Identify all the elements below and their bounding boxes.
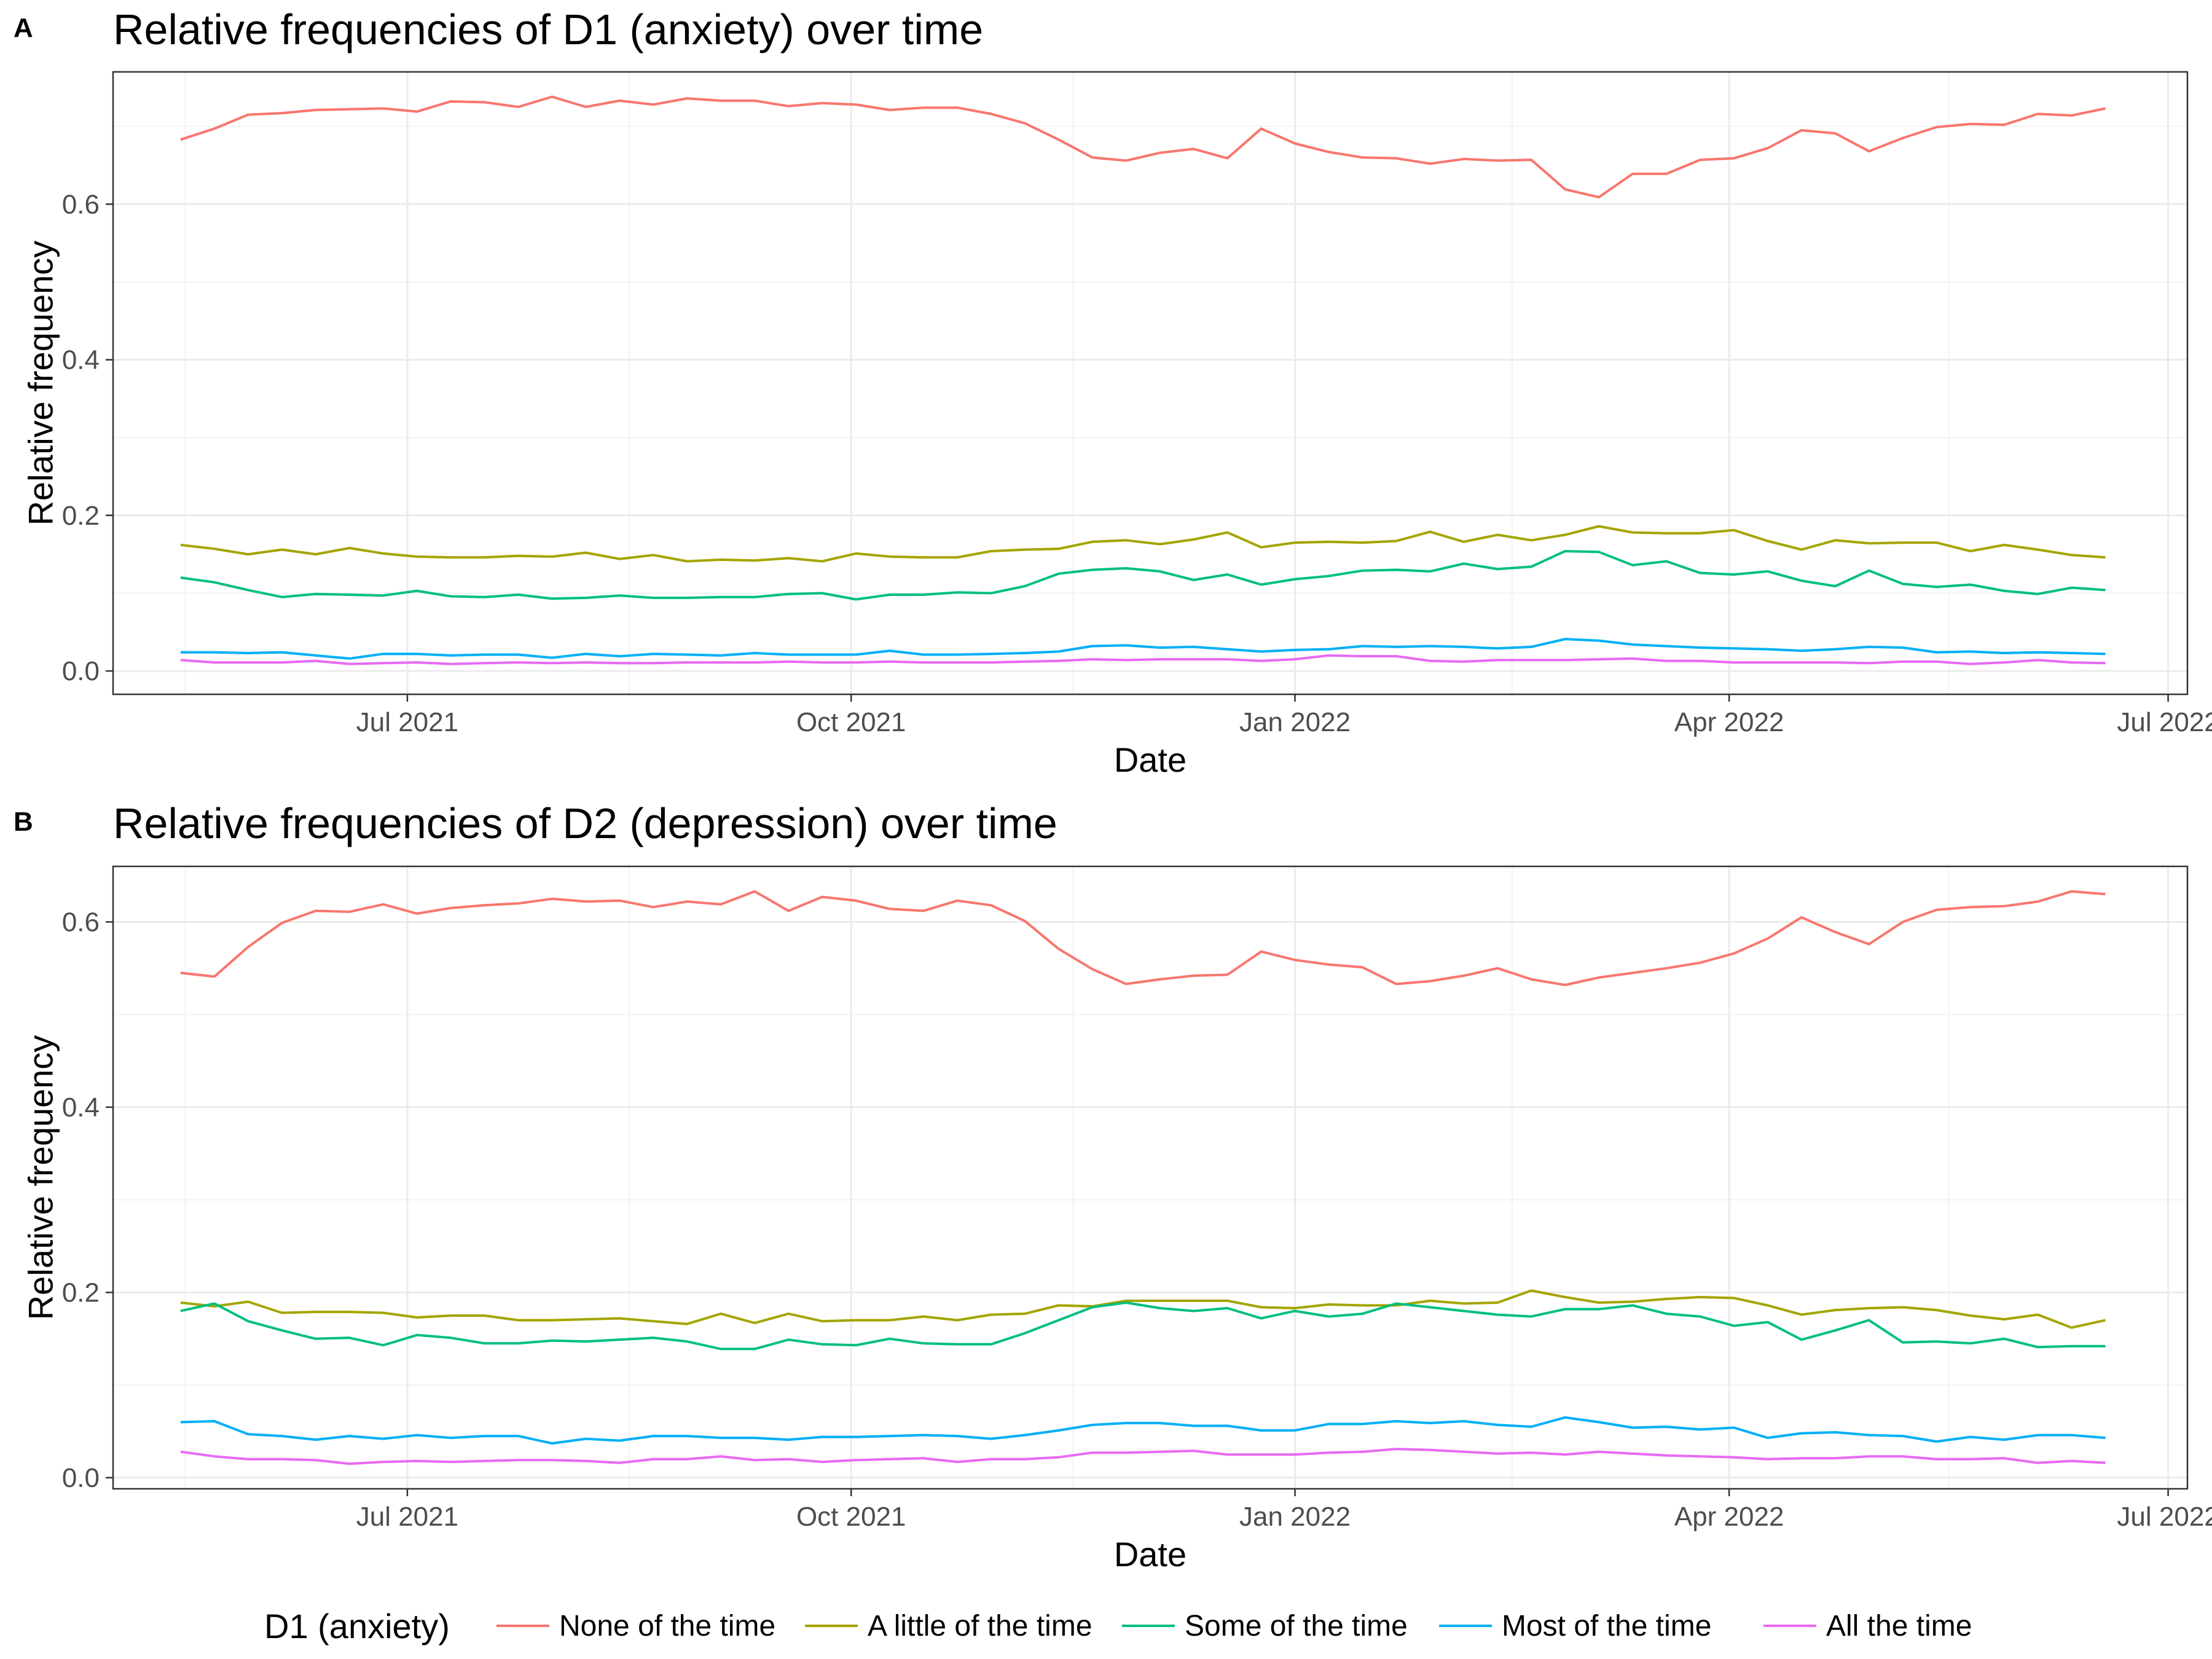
series-lines bbox=[180, 95, 2106, 665]
plot-frame bbox=[112, 71, 2189, 696]
series-lines bbox=[180, 890, 2106, 1465]
x-tick-label: Jul 2022 bbox=[2117, 707, 2212, 737]
gridlines bbox=[113, 866, 2187, 1489]
series-line-a-little-of-the-time bbox=[180, 525, 2106, 563]
y-tick-label: 0.6 bbox=[62, 189, 100, 219]
legend-label: None of the time bbox=[559, 1610, 775, 1642]
y-tick-label: 0.0 bbox=[62, 656, 100, 686]
x-tick-label: Apr 2022 bbox=[1674, 707, 1784, 737]
y-axis: 0.0 0.2 0.4 0.6 bbox=[62, 189, 113, 686]
panel-depression: B Relative frequencies of D2 (depression… bbox=[14, 799, 2212, 1574]
chart-title: Relative frequencies of D1 (anxiety) ove… bbox=[113, 6, 983, 53]
x-tick-label: Jul 2022 bbox=[2117, 1502, 2212, 1532]
series-line-a-little-of-the-time bbox=[180, 1289, 2106, 1329]
y-tick-label: 0.6 bbox=[62, 907, 100, 937]
y-tick-label: 0.2 bbox=[62, 501, 100, 531]
x-tick-label: Jul 2021 bbox=[356, 1502, 458, 1532]
x-tick-label: Jan 2022 bbox=[1239, 1502, 1351, 1532]
series-line-some-of-the-time bbox=[180, 550, 2106, 601]
panel-label: A bbox=[14, 13, 33, 43]
series-line-most-of-the-time bbox=[180, 1416, 2106, 1445]
x-tick-label: Oct 2021 bbox=[796, 1502, 906, 1532]
y-axis-title: Relative frequency bbox=[22, 1035, 60, 1320]
panel-anxiety: A Relative frequencies of D1 (anxiety) o… bbox=[14, 6, 2212, 779]
x-tick-label: Oct 2021 bbox=[796, 707, 906, 737]
series-line-none-of-the-time bbox=[180, 95, 2106, 198]
x-axis-title: Date bbox=[1114, 1535, 1186, 1574]
y-tick-label: 0.4 bbox=[62, 345, 100, 375]
y-tick-label: 0.4 bbox=[62, 1092, 100, 1123]
y-tick-label: 0.2 bbox=[62, 1277, 100, 1308]
gridlines bbox=[113, 72, 2187, 694]
legend-title: D1 (anxiety) bbox=[264, 1607, 450, 1645]
x-tick-label: Apr 2022 bbox=[1674, 1502, 1784, 1532]
legend-label: All the time bbox=[1826, 1610, 1972, 1642]
series-line-most-of-the-time bbox=[180, 638, 2106, 660]
series-line-none-of-the-time bbox=[180, 890, 2106, 986]
series-line-some-of-the-time bbox=[180, 1301, 2106, 1351]
panel-label: B bbox=[14, 807, 33, 837]
x-axis-title: Date bbox=[1114, 740, 1186, 779]
series-line-all-the-time bbox=[180, 1448, 2106, 1465]
x-axis: Jul 2021 Oct 2021 Jan 2022 Apr 2022 Jul 2022 bbox=[356, 1489, 2212, 1532]
x-tick-label: Jan 2022 bbox=[1239, 707, 1351, 737]
series-line-all-the-time bbox=[180, 654, 2106, 665]
legend: D1 (anxiety) None of the time A little of… bbox=[264, 1607, 1972, 1645]
y-tick-label: 0.0 bbox=[62, 1463, 100, 1493]
plot-frame bbox=[112, 865, 2189, 1490]
y-axis: 0.0 0.2 0.4 0.6 bbox=[62, 907, 113, 1493]
x-tick-label: Jul 2021 bbox=[356, 707, 458, 737]
legend-label: A little of the time bbox=[868, 1610, 1092, 1642]
legend-label: Most of the time bbox=[1502, 1610, 1711, 1642]
legend-label: Some of the time bbox=[1185, 1610, 1408, 1642]
chart-title: Relative frequencies of D2 (depression) … bbox=[113, 799, 1057, 847]
y-axis-title: Relative frequency bbox=[22, 241, 60, 526]
x-axis: Jul 2021 Oct 2021 Jan 2022 Apr 2022 Jul 2022 bbox=[356, 694, 2212, 737]
